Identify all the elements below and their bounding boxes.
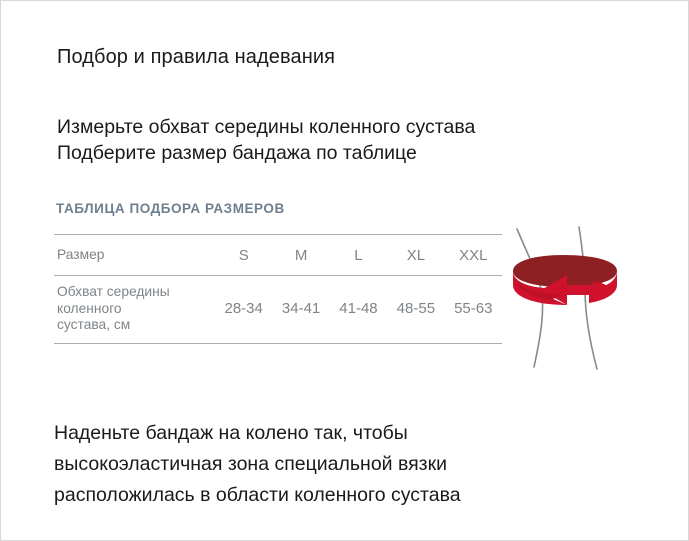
size-cell-m: M (272, 234, 330, 276)
size-row-label: Размер (54, 234, 215, 276)
top-instructions: Измерьте обхват середины коленного суста… (57, 114, 475, 166)
size-cell-xxl: XXL (444, 234, 502, 276)
bottom-instruction-line-3: расположилась в области коленного сустав… (54, 484, 461, 506)
size-table: Размер S M L XL XXL Обхват середины коле… (54, 234, 502, 344)
bottom-instructions: Наденьте бандаж на колено так, чтобы выс… (54, 418, 461, 511)
size-cell-xl: XL (387, 234, 445, 276)
size-table-title: ТАБЛИЦА ПОДБОРА РАЗМЕРОВ (56, 201, 285, 216)
circumference-value-xxl: 55-63 (444, 275, 502, 344)
circumference-value-xl: 48-55 (387, 275, 445, 344)
tape-shadow (513, 279, 561, 301)
circumference-value-s: 28-34 (215, 275, 273, 344)
circumference-value-l: 41-48 (329, 275, 388, 344)
table-row-sizes: Размер S M L XL XXL (54, 234, 502, 276)
measuring-tape (513, 255, 617, 305)
bottom-instruction-line-1: Наденьте бандаж на колено так, чтобы (54, 422, 408, 444)
circumference-label-line-1: Обхват середины (57, 284, 170, 299)
circumference-label-line-2: коленного (57, 300, 122, 316)
size-cell-s: S (215, 234, 273, 276)
page-title: Подбор и правила надевания (57, 46, 336, 68)
table-row-circumference: Обхват середины коленного сустава, см 28… (54, 275, 502, 344)
circumference-label-line-3: сустава, см (57, 317, 131, 332)
bottom-instruction-line-2: высокоэластичная зона специальной вязки (54, 453, 448, 475)
top-instruction-line-2: Подберите размер бандажа по таблице (57, 142, 417, 164)
top-instruction-line-1: Измерьте обхват середины коленного суста… (57, 116, 476, 138)
circumference-value-m: 34-41 (272, 275, 330, 344)
tape-arrow-head (541, 275, 611, 305)
tape-inner-surface (513, 255, 617, 287)
size-cell-l: L (329, 234, 388, 276)
circumference-row-label: Обхват середины коленного сустава, см (54, 275, 215, 344)
size-table-block: ТАБЛИЦА ПОДБОРА РАЗМЕРОВ Размер S M L XL… (54, 201, 502, 344)
knee-measuring-tape-illustration (501, 223, 631, 373)
